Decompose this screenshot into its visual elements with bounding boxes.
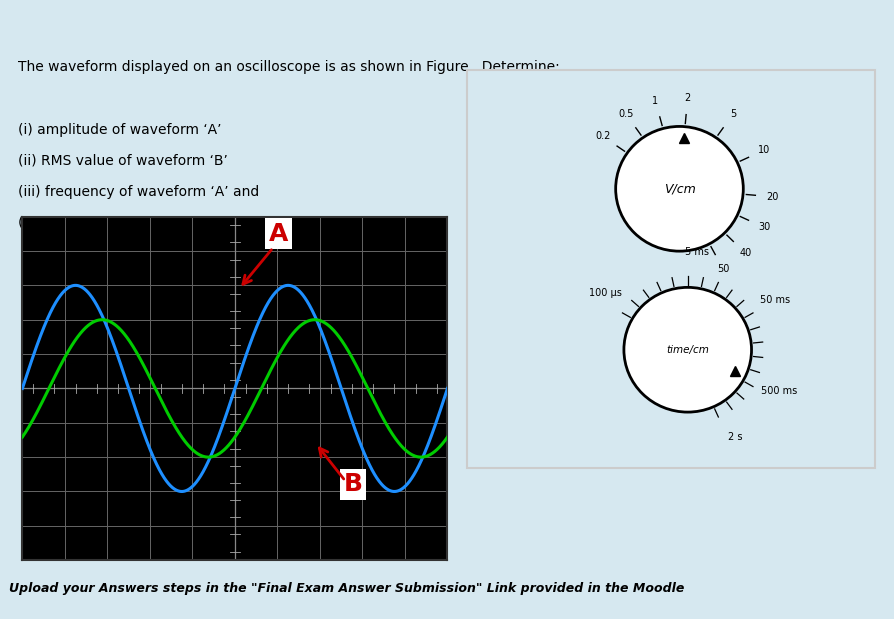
Text: 0.5: 0.5: [618, 109, 633, 119]
Text: (ii) RMS value of waveform ‘B’: (ii) RMS value of waveform ‘B’: [18, 154, 227, 168]
Text: 30: 30: [757, 222, 770, 232]
Text: (iii) frequency of waveform ‘A’ and: (iii) frequency of waveform ‘A’ and: [18, 185, 258, 199]
Text: Upload your Answers steps in the "Final Exam Answer Submission" Link provided in: Upload your Answers steps in the "Final …: [9, 582, 684, 595]
Text: B: B: [343, 472, 362, 496]
Text: (i) amplitude of waveform ‘A’: (i) amplitude of waveform ‘A’: [18, 123, 221, 137]
Text: 5 ms: 5 ms: [684, 246, 708, 256]
Text: time/cm: time/cm: [665, 345, 708, 355]
Text: 20: 20: [765, 192, 778, 202]
Text: The waveform displayed on an oscilloscope is as shown in Figure . Determine:: The waveform displayed on an oscilloscop…: [18, 59, 559, 74]
Circle shape: [623, 287, 751, 412]
Text: 50 ms: 50 ms: [759, 295, 789, 305]
Text: 0.2: 0.2: [595, 131, 610, 141]
Text: 50: 50: [716, 264, 729, 274]
Text: (iv) phase angle difference between ‘A’ and ‘B’ in Degrees.: (iv) phase angle difference between ‘A’ …: [18, 216, 427, 230]
Text: A: A: [269, 222, 288, 246]
Text: 10: 10: [757, 145, 770, 155]
Text: 2 s: 2 s: [727, 432, 741, 442]
Text: 40: 40: [738, 248, 751, 258]
Text: 500 ms: 500 ms: [760, 386, 797, 396]
Text: 100 μs: 100 μs: [588, 288, 620, 298]
Text: 2: 2: [684, 93, 690, 103]
Text: 1: 1: [652, 95, 658, 106]
Text: 5: 5: [730, 109, 736, 119]
Text: V/cm: V/cm: [662, 182, 695, 196]
Circle shape: [615, 126, 742, 251]
